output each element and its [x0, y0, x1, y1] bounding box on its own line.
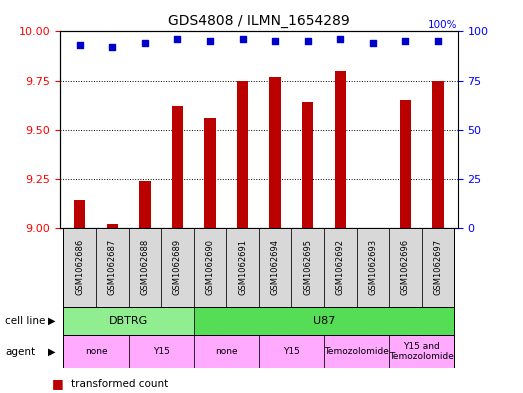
Bar — [107, 224, 118, 228]
Bar — [172, 106, 183, 228]
Text: GSM1062694: GSM1062694 — [271, 239, 280, 295]
Point — [369, 40, 377, 46]
Text: GSM1062690: GSM1062690 — [206, 239, 214, 295]
Point — [75, 42, 84, 48]
Text: 100%: 100% — [428, 20, 458, 31]
Text: GSM1062686: GSM1062686 — [75, 239, 84, 296]
Text: GSM1062692: GSM1062692 — [336, 239, 345, 295]
Text: GSM1062696: GSM1062696 — [401, 239, 410, 295]
Bar — [139, 181, 151, 228]
Bar — [389, 335, 454, 368]
Bar — [259, 335, 324, 368]
Text: GSM1062688: GSM1062688 — [140, 239, 150, 296]
Text: ▶: ▶ — [48, 347, 55, 356]
Bar — [400, 100, 411, 228]
Text: ■: ■ — [52, 377, 64, 391]
Point — [108, 44, 117, 50]
Point — [434, 38, 442, 44]
Text: U87: U87 — [313, 316, 335, 326]
Bar — [237, 81, 248, 228]
Title: GDS4808 / ILMN_1654289: GDS4808 / ILMN_1654289 — [168, 14, 350, 28]
Text: DBTRG: DBTRG — [109, 316, 148, 326]
Bar — [335, 71, 346, 228]
Text: Y15: Y15 — [153, 347, 169, 356]
Point — [336, 36, 345, 42]
Bar — [357, 228, 389, 307]
Point — [238, 36, 247, 42]
Bar — [302, 102, 313, 228]
Bar — [433, 81, 444, 228]
Text: none: none — [215, 347, 237, 356]
Bar — [194, 307, 454, 335]
Bar — [422, 228, 454, 307]
Text: GSM1062697: GSM1062697 — [434, 239, 442, 295]
Text: GSM1062687: GSM1062687 — [108, 239, 117, 296]
Bar — [161, 228, 194, 307]
Bar — [129, 228, 161, 307]
Bar — [194, 335, 259, 368]
Bar — [226, 228, 259, 307]
Point — [271, 38, 279, 44]
Bar — [96, 228, 129, 307]
Bar — [63, 228, 96, 307]
Bar — [63, 335, 129, 368]
Bar — [74, 200, 85, 228]
Bar — [129, 335, 194, 368]
Text: GSM1062693: GSM1062693 — [368, 239, 378, 295]
Bar — [324, 335, 389, 368]
Text: none: none — [85, 347, 107, 356]
Point — [401, 38, 410, 44]
Text: GSM1062689: GSM1062689 — [173, 239, 182, 295]
Bar — [63, 307, 194, 335]
Text: transformed count: transformed count — [71, 379, 168, 389]
Bar — [291, 228, 324, 307]
Text: Temozolomide: Temozolomide — [324, 347, 389, 356]
Point — [303, 38, 312, 44]
Bar — [324, 228, 357, 307]
Point — [173, 36, 181, 42]
Point — [141, 40, 149, 46]
Text: agent: agent — [5, 347, 36, 356]
Bar — [269, 77, 281, 228]
Bar — [259, 228, 291, 307]
Text: ▶: ▶ — [48, 316, 55, 326]
Text: GSM1062691: GSM1062691 — [238, 239, 247, 295]
Text: Y15: Y15 — [283, 347, 300, 356]
Text: GSM1062695: GSM1062695 — [303, 239, 312, 295]
Bar — [194, 228, 226, 307]
Bar — [204, 118, 215, 228]
Point — [206, 38, 214, 44]
Bar — [389, 228, 422, 307]
Text: Y15 and
Temozolomide: Y15 and Temozolomide — [389, 342, 454, 361]
Text: cell line: cell line — [5, 316, 46, 326]
